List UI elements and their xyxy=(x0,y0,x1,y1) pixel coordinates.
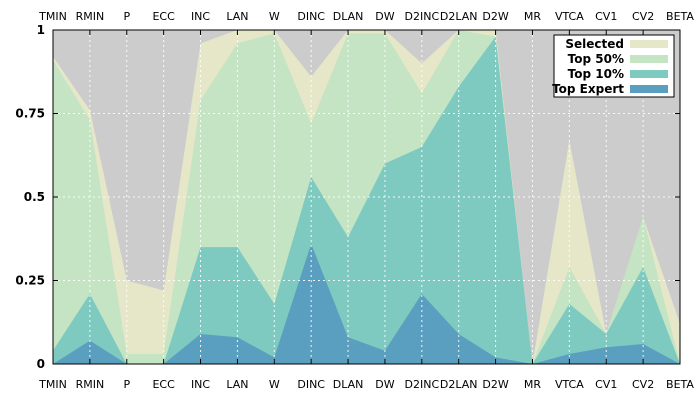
x-tick-label-bottom: P xyxy=(123,378,130,391)
x-tick-label-bottom: CV2 xyxy=(632,378,654,391)
x-tick-label-top: ECC xyxy=(152,10,175,23)
y-tick-label: 0.75 xyxy=(15,107,45,121)
x-tick-label-bottom: VTCA xyxy=(555,378,584,391)
x-tick-label-bottom: ECC xyxy=(152,378,175,391)
x-tick-label-top: D2INC xyxy=(405,10,440,23)
x-tick-label-bottom: TMIN xyxy=(38,378,67,391)
legend-label: Top 50% xyxy=(568,52,624,66)
x-tick-label-bottom: CV1 xyxy=(595,378,617,391)
x-tick-label-top: TMIN xyxy=(38,10,67,23)
x-tick-label-bottom: BETA xyxy=(666,378,694,391)
area-series-2 xyxy=(53,36,680,365)
legend-label: Top 10% xyxy=(568,67,624,81)
legend-label: Top Expert xyxy=(552,82,624,96)
x-tick-label-bottom: MR xyxy=(524,378,541,391)
x-tick-label-bottom: D2LAN xyxy=(440,378,478,391)
x-tick-label-top: LAN xyxy=(226,10,248,23)
x-tick-labels-top: TMIN RMIN P ECC INC LAN W DINC DLAN DW D2INC D2LAN D… xyxy=(38,10,694,35)
x-tick-label-top: DLAN xyxy=(333,10,364,23)
x-tick-label-bottom: D2INC xyxy=(405,378,440,391)
x-tick-label-bottom: RMIN xyxy=(76,378,105,391)
x-tick-label-top: DW xyxy=(375,10,394,23)
x-tick-label-bottom: W xyxy=(269,378,280,391)
legend-label: Selected xyxy=(565,37,624,51)
legend-swatch xyxy=(630,70,668,78)
legend-swatch xyxy=(630,85,668,93)
x-tick-label-top: W xyxy=(269,10,280,23)
x-tick-label-top: CV1 xyxy=(595,10,617,23)
x-tick-label-top: DINC xyxy=(297,10,325,23)
x-tick-label-top: VTCA xyxy=(555,10,584,23)
x-tick-label-top: MR xyxy=(524,10,541,23)
x-tick-label-top: RMIN xyxy=(76,10,105,23)
grid-lines xyxy=(53,30,680,364)
y-tick-label: 0 xyxy=(37,357,45,371)
y-tick-label: 0.25 xyxy=(15,274,45,288)
y-tick-label: 0.5 xyxy=(24,190,45,204)
area-series-3 xyxy=(53,243,680,364)
x-tick-label-top: D2LAN xyxy=(440,10,478,23)
x-tick-label-bottom: DLAN xyxy=(333,378,364,391)
legend-swatch xyxy=(630,55,668,63)
x-tick-label-top: D2W xyxy=(482,10,508,23)
legend-swatch xyxy=(630,40,668,48)
y-tick-label: 1 xyxy=(37,23,45,37)
x-tick-label-bottom: D2W xyxy=(482,378,508,391)
x-tick-label-bottom: DINC xyxy=(297,378,325,391)
x-tick-label-top: INC xyxy=(191,10,210,23)
y-tick-labels: 0 0.25 0.5 0.75 1 xyxy=(15,23,680,371)
x-tick-label-bottom: LAN xyxy=(226,378,248,391)
x-tick-label-top: P xyxy=(123,10,130,23)
x-tick-labels-bottom: TMIN RMIN P ECC INC LAN W DINC DLAN DW D2INC D2LAN D… xyxy=(38,359,694,391)
x-tick-label-bottom: INC xyxy=(191,378,210,391)
x-tick-label-top: BETA xyxy=(666,10,694,23)
x-tick-label-top: CV2 xyxy=(632,10,654,23)
x-tick-label-bottom: DW xyxy=(375,378,394,391)
